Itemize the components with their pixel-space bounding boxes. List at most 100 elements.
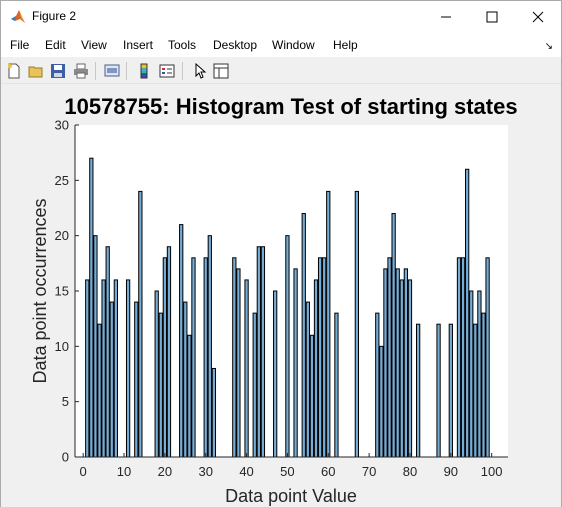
y-axis-label: Data point occurrences [30, 198, 50, 383]
histogram-bar [233, 258, 236, 457]
histogram-bar [310, 335, 313, 457]
histogram-bar [139, 191, 142, 457]
menu-help[interactable]: Help [333, 38, 358, 52]
histogram-bar [355, 191, 358, 457]
histogram-bar [102, 280, 105, 457]
histogram-bar [400, 280, 403, 457]
menu-file[interactable]: File [10, 38, 29, 52]
y-tick-label: 30 [55, 118, 69, 133]
histogram-bar [86, 280, 89, 457]
new-figure-icon[interactable] [4, 61, 24, 81]
histogram-bar [159, 313, 162, 457]
histogram-bar [417, 324, 420, 457]
histogram-bar [482, 313, 485, 457]
histogram-bar [478, 291, 481, 457]
minimize-icon [440, 11, 452, 23]
toolbar-separator [182, 62, 183, 80]
histogram-bar [261, 247, 264, 457]
histogram-bar [110, 302, 113, 457]
histogram-bar [253, 313, 256, 457]
x-tick-label: 20 [158, 464, 172, 479]
histogram-bar [163, 258, 166, 457]
histogram-bar [135, 302, 138, 457]
histogram-bar [486, 258, 489, 457]
colorbar-icon[interactable] [134, 61, 154, 81]
histogram-bar [449, 324, 452, 457]
title-bar[interactable]: Figure 2 [1, 1, 561, 33]
histogram-bar [306, 302, 309, 457]
histogram-bar [188, 335, 191, 457]
histogram-bar [294, 269, 297, 457]
histogram-bar [335, 313, 338, 457]
menu-window[interactable]: Window [272, 38, 315, 52]
histogram-bar [474, 324, 477, 457]
matlab-icon [10, 9, 26, 25]
histogram-bar [167, 247, 170, 457]
minimize-button[interactable] [423, 1, 469, 33]
x-tick-label: 0 [80, 464, 87, 479]
menu-tools[interactable]: Tools [168, 38, 196, 52]
histogram-bar [392, 214, 395, 457]
close-button[interactable] [515, 1, 561, 33]
x-tick-label: 10 [117, 464, 131, 479]
menu-desktop[interactable]: Desktop [213, 38, 257, 52]
histogram-bar [396, 269, 399, 457]
close-icon [532, 11, 544, 23]
histogram-bar [94, 236, 97, 457]
toolbar-separator [126, 62, 127, 80]
x-tick-label: 40 [239, 464, 253, 479]
histogram-bar [384, 269, 387, 457]
figure-toolbar [1, 58, 561, 84]
open-file-icon[interactable] [26, 61, 46, 81]
link-plot-icon[interactable] [102, 61, 122, 81]
x-tick-label: 100 [481, 464, 503, 479]
histogram-bar [257, 247, 260, 457]
edit-plot-icon[interactable] [189, 61, 209, 81]
histogram-bar [404, 269, 407, 457]
window-title: Figure 2 [32, 9, 76, 23]
histogram-bar [237, 269, 240, 457]
legend-icon[interactable] [157, 61, 177, 81]
menu-insert[interactable]: Insert [123, 38, 153, 52]
property-editor-icon[interactable] [211, 61, 231, 81]
x-tick-label: 80 [403, 464, 417, 479]
histogram-bar [286, 236, 289, 457]
histogram-bar [461, 258, 464, 457]
histogram-bar [155, 291, 158, 457]
x-tick-label: 30 [198, 464, 212, 479]
histogram-bar [212, 368, 215, 457]
menu-bar: File Edit View Insert Tools Desktop Wind… [1, 33, 561, 57]
y-tick-label: 10 [55, 339, 69, 354]
histogram-bar [470, 291, 473, 457]
y-tick-label: 5 [62, 394, 69, 409]
menu-edit[interactable]: Edit [45, 38, 66, 52]
print-icon[interactable] [71, 61, 91, 81]
menu-view[interactable]: View [81, 38, 107, 52]
histogram-bar [408, 280, 411, 457]
x-axis-label: Data point Value [225, 486, 357, 506]
histogram-bar [437, 324, 440, 457]
y-tick-label: 15 [55, 284, 69, 299]
chart-title: 10578755: Histogram Test of starting sta… [64, 94, 517, 119]
figure-canvas: 10578755: Histogram Test of starting sta… [1, 85, 561, 507]
histogram-bar [327, 191, 330, 457]
dock-arrow-icon[interactable]: ↘ [545, 41, 553, 52]
histogram-bar [204, 258, 207, 457]
x-tick-label: 60 [321, 464, 335, 479]
x-tick-label: 90 [444, 464, 458, 479]
maximize-button[interactable] [469, 1, 515, 33]
y-tick-label: 20 [55, 228, 69, 243]
histogram-bar [302, 214, 305, 457]
histogram-bar [192, 258, 195, 457]
histogram-bar [90, 158, 93, 457]
histogram-bar [323, 258, 326, 457]
histogram-bar [466, 169, 469, 457]
histogram-bar [274, 291, 277, 457]
histogram-bar [245, 280, 248, 457]
histogram-bar [126, 280, 129, 457]
histogram-bar [180, 225, 183, 457]
histogram-bar [380, 346, 383, 457]
x-tick-label: 50 [280, 464, 294, 479]
save-icon[interactable] [48, 61, 68, 81]
